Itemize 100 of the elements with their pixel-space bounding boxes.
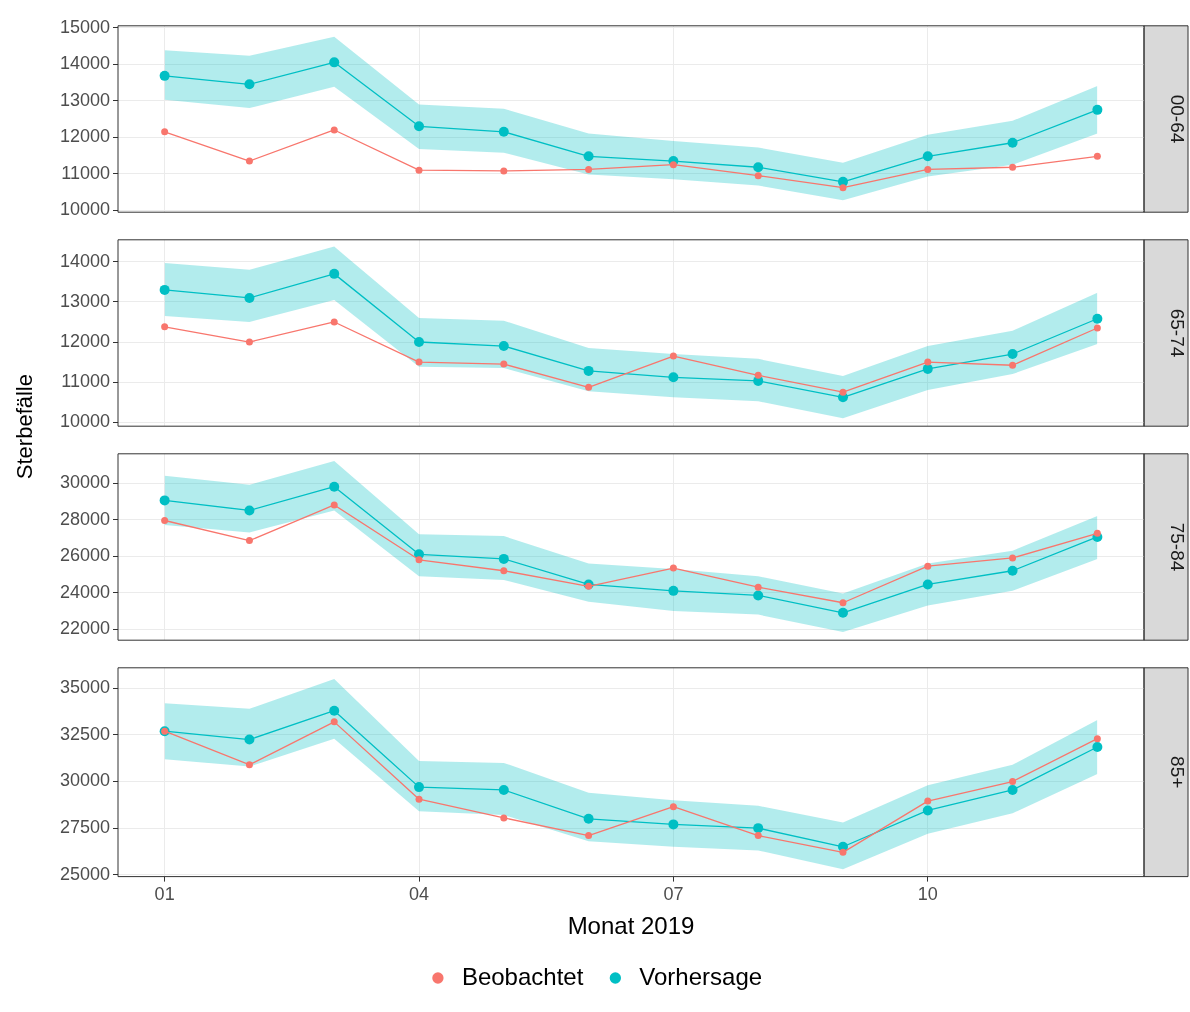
x-tick-label: 10 — [917, 884, 938, 905]
y-tick-label: 26000 — [59, 545, 110, 566]
point — [500, 167, 508, 175]
y-tick-label: 11000 — [61, 371, 110, 392]
point — [414, 121, 425, 132]
point — [161, 323, 169, 331]
point — [245, 761, 253, 769]
point — [415, 166, 423, 174]
x-tick-label: 01 — [154, 884, 175, 905]
point — [585, 383, 593, 391]
point — [245, 338, 253, 346]
y-tick-label: 30000 — [59, 472, 110, 493]
point — [498, 553, 509, 564]
point — [159, 495, 170, 506]
y-tick-label: 22000 — [59, 618, 110, 639]
point — [414, 337, 425, 348]
point — [244, 79, 255, 90]
point — [329, 705, 340, 716]
y-tick-label: 10000 — [59, 199, 110, 220]
point — [415, 358, 423, 366]
point — [583, 813, 594, 824]
point — [330, 318, 338, 326]
point — [753, 590, 764, 601]
point — [1007, 137, 1018, 148]
point — [1092, 104, 1103, 115]
point — [161, 128, 169, 136]
y-tick-label: 12000 — [59, 330, 110, 351]
point — [1009, 778, 1017, 786]
point — [415, 795, 423, 803]
y-tick-label: 32500 — [59, 723, 110, 744]
point — [500, 360, 508, 368]
point — [415, 556, 423, 564]
point — [669, 161, 677, 169]
point — [924, 165, 932, 173]
point — [669, 564, 677, 572]
point — [754, 583, 762, 591]
point — [1092, 742, 1103, 753]
point — [754, 371, 762, 379]
point — [329, 268, 340, 279]
point — [669, 803, 677, 811]
point — [244, 292, 255, 303]
legend-label: Beobachtet — [461, 962, 584, 990]
point — [159, 284, 170, 295]
point — [669, 352, 677, 360]
y-tick-label: 30000 — [59, 770, 110, 791]
point — [330, 501, 338, 509]
y-tick-label: 12000 — [59, 126, 110, 147]
x-tick-label: 07 — [663, 884, 684, 905]
point — [1009, 361, 1017, 369]
y-tick-label: 15000 — [59, 16, 110, 37]
point — [668, 585, 679, 596]
y-tick-label: 25000 — [59, 863, 110, 884]
point — [1007, 784, 1018, 795]
y-tick-label: 35000 — [59, 677, 110, 698]
point — [922, 363, 933, 374]
y-tick-label: 14000 — [59, 250, 110, 271]
point — [500, 814, 508, 822]
point — [161, 517, 169, 524]
point — [837, 607, 848, 618]
y2-axis-title: 65-74 — [1167, 308, 1189, 358]
point — [585, 165, 593, 173]
point — [668, 372, 679, 383]
y-tick-label: 10000 — [59, 411, 110, 432]
point — [583, 365, 594, 376]
legend-label: Vorhersage — [639, 962, 763, 990]
y-tick-label: 14000 — [59, 53, 110, 74]
point — [244, 734, 255, 745]
point — [1007, 349, 1018, 360]
point — [753, 162, 764, 173]
point — [753, 823, 764, 834]
point — [922, 579, 933, 590]
point — [329, 57, 340, 68]
point — [839, 848, 847, 856]
point — [498, 126, 509, 137]
point — [924, 797, 932, 805]
point — [1009, 554, 1017, 562]
point — [500, 567, 508, 575]
point — [1093, 324, 1101, 332]
point — [245, 157, 253, 165]
point — [414, 782, 425, 793]
point — [839, 388, 847, 396]
point — [1093, 529, 1101, 537]
point — [922, 151, 933, 162]
point — [922, 805, 933, 816]
point — [329, 481, 340, 492]
y-tick-label: 28000 — [59, 508, 110, 529]
point — [498, 341, 509, 352]
point — [1093, 735, 1101, 743]
point — [1092, 313, 1103, 324]
point — [244, 505, 255, 516]
point — [583, 151, 594, 162]
x-tick-label: 04 — [409, 884, 430, 905]
point — [839, 599, 847, 607]
y2-axis-title: 75-84 — [1167, 522, 1189, 572]
point — [668, 819, 679, 830]
y-tick-label: 27500 — [59, 817, 110, 838]
y2-axis-title: 00-64 — [1167, 94, 1189, 144]
point — [924, 562, 932, 570]
point — [330, 718, 338, 726]
point — [1009, 163, 1017, 171]
